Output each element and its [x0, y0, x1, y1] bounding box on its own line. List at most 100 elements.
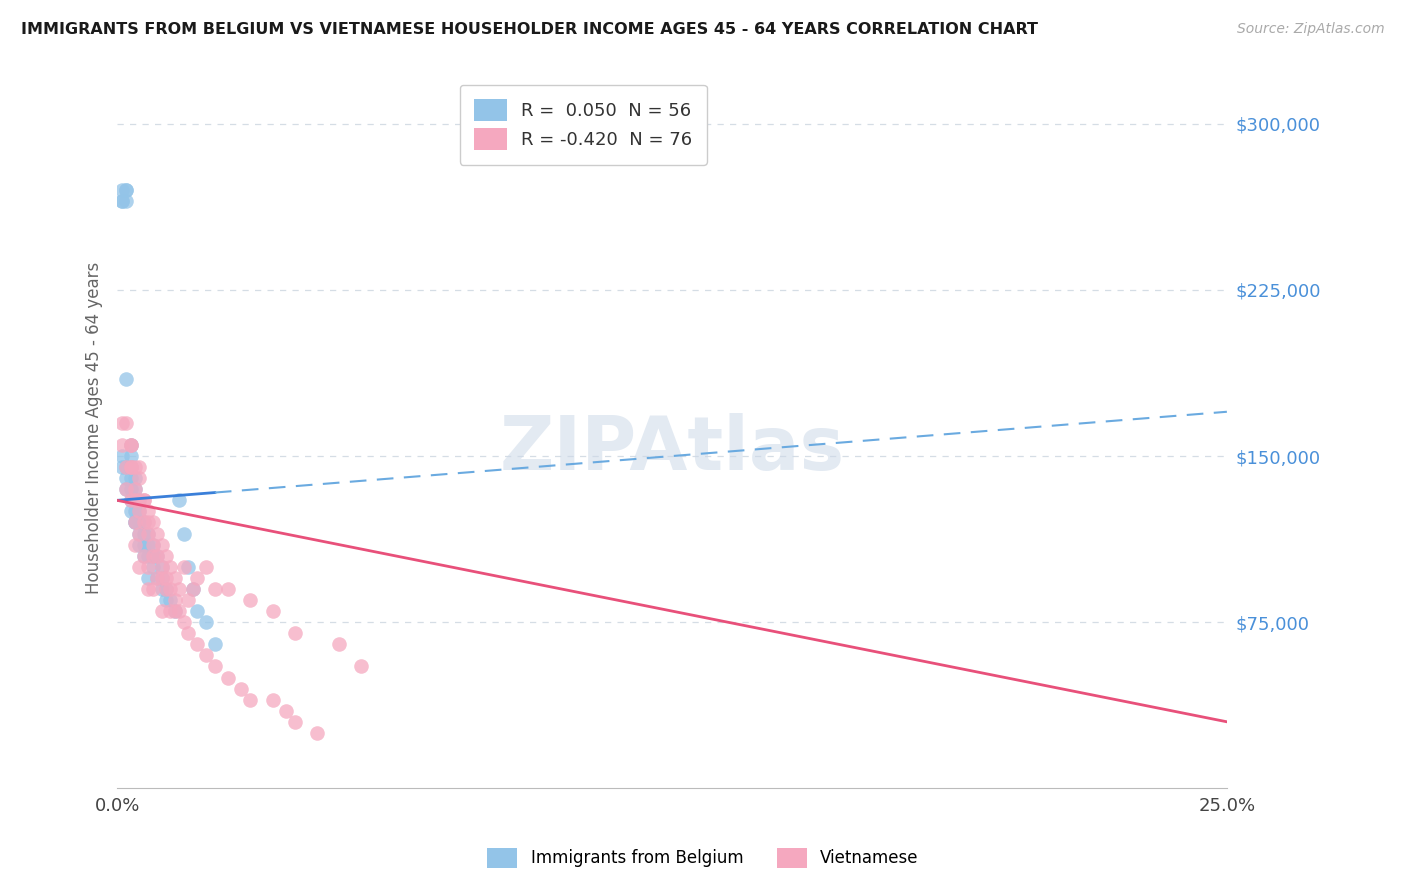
Point — [136, 559, 159, 574]
Point — [186, 604, 208, 618]
Point — [159, 559, 181, 574]
Point — [120, 493, 142, 508]
Point — [163, 604, 186, 618]
Point — [124, 460, 146, 475]
Point — [124, 483, 146, 497]
Point — [124, 516, 146, 530]
Point — [128, 471, 150, 485]
Point — [111, 449, 134, 463]
Point — [115, 183, 138, 197]
Point — [284, 714, 307, 729]
Point — [150, 559, 173, 574]
Text: IMMIGRANTS FROM BELGIUM VS VIETNAMESE HOUSEHOLDER INCOME AGES 45 - 64 YEARS CORR: IMMIGRANTS FROM BELGIUM VS VIETNAMESE HO… — [21, 22, 1038, 37]
Point — [173, 526, 195, 541]
Point — [115, 194, 138, 209]
Point — [181, 582, 204, 596]
Point — [204, 659, 226, 673]
Point — [124, 504, 146, 518]
Point — [146, 571, 169, 585]
Point — [124, 471, 146, 485]
Point — [217, 671, 239, 685]
Point — [111, 416, 134, 430]
Point — [111, 183, 134, 197]
Point — [136, 526, 159, 541]
Point — [177, 559, 200, 574]
Point — [146, 549, 169, 563]
Point — [128, 493, 150, 508]
Point — [328, 637, 350, 651]
Point — [169, 604, 191, 618]
Point — [132, 493, 155, 508]
Point — [194, 648, 217, 663]
Point — [194, 615, 217, 629]
Point — [124, 516, 146, 530]
Point — [124, 483, 146, 497]
Point — [136, 538, 159, 552]
Point — [231, 681, 253, 696]
Point — [146, 526, 169, 541]
Point — [115, 183, 138, 197]
Point — [177, 626, 200, 640]
Point — [111, 438, 134, 452]
Point — [181, 582, 204, 596]
Point — [142, 516, 165, 530]
Point — [204, 637, 226, 651]
Y-axis label: Householder Income Ages 45 - 64 years: Householder Income Ages 45 - 64 years — [86, 262, 103, 594]
Point — [146, 571, 169, 585]
Point — [128, 504, 150, 518]
Point — [136, 526, 159, 541]
Point — [132, 538, 155, 552]
Point — [186, 571, 208, 585]
Point — [163, 593, 186, 607]
Point — [132, 549, 155, 563]
Point — [150, 538, 173, 552]
Point — [111, 460, 134, 475]
Point — [120, 471, 142, 485]
Point — [239, 692, 262, 706]
Point — [150, 582, 173, 596]
Point — [150, 559, 173, 574]
Point — [159, 604, 181, 618]
Point — [115, 460, 138, 475]
Point — [142, 549, 165, 563]
Point — [128, 460, 150, 475]
Point — [142, 582, 165, 596]
Point — [142, 549, 165, 563]
Point — [217, 582, 239, 596]
Point — [177, 593, 200, 607]
Point — [120, 449, 142, 463]
Text: ZIPAtlas: ZIPAtlas — [499, 414, 845, 486]
Point — [120, 483, 142, 497]
Point — [115, 483, 138, 497]
Point — [132, 516, 155, 530]
Point — [128, 516, 150, 530]
Point — [115, 483, 138, 497]
Point — [142, 538, 165, 552]
Point — [350, 659, 373, 673]
Point — [262, 692, 284, 706]
Point — [305, 726, 328, 740]
Point — [155, 549, 177, 563]
Point — [274, 704, 297, 718]
Point — [120, 460, 142, 475]
Point — [115, 371, 138, 385]
Point — [136, 582, 159, 596]
Point — [159, 593, 181, 607]
Point — [136, 504, 159, 518]
Point — [128, 504, 150, 518]
Legend: R =  0.050  N = 56, R = -0.420  N = 76: R = 0.050 N = 56, R = -0.420 N = 76 — [460, 85, 707, 165]
Point — [115, 460, 138, 475]
Point — [194, 559, 217, 574]
Point — [128, 559, 150, 574]
Point — [128, 538, 150, 552]
Point — [142, 559, 165, 574]
Point — [120, 493, 142, 508]
Point — [120, 504, 142, 518]
Point — [132, 549, 155, 563]
Point — [163, 571, 186, 585]
Point — [128, 493, 150, 508]
Point — [120, 460, 142, 475]
Point — [120, 438, 142, 452]
Point — [146, 549, 169, 563]
Point — [150, 604, 173, 618]
